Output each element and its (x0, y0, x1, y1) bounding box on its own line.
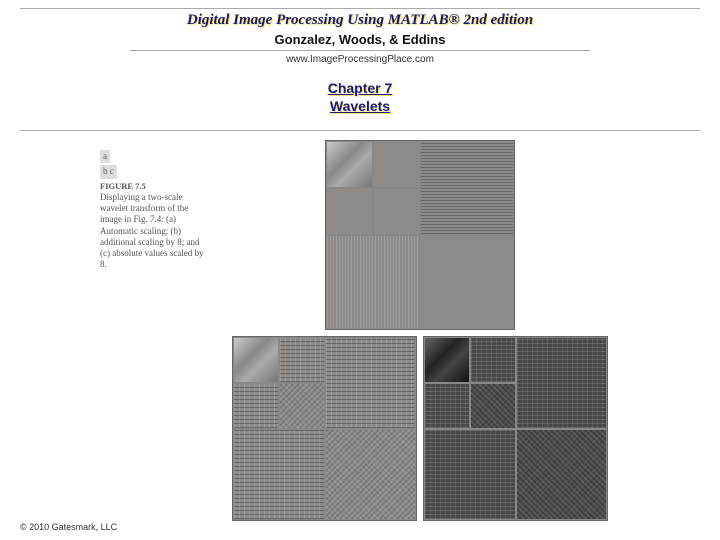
chapter-title: Wavelets (0, 98, 720, 114)
wavelet-hl2 (326, 188, 373, 235)
wavelet-lh2 (470, 337, 516, 383)
figure-number: FIGURE 7.5 (100, 181, 146, 191)
wavelet-hh2 (373, 188, 420, 235)
figure-caption: a b c FIGURE 7.5 Displaying a two-scale … (100, 150, 210, 271)
wavelet-hh2 (470, 383, 516, 429)
wavelet-hl1 (326, 235, 420, 329)
body-rule (20, 130, 700, 131)
panel-a (325, 140, 515, 330)
wavelet-hl1 (424, 429, 516, 521)
wavelet-ll2 (233, 337, 279, 383)
chapter-number: Chapter 7 (0, 80, 720, 96)
wavelet-hl1 (233, 429, 325, 521)
wavelet-hh1 (516, 429, 608, 521)
wavelet-lh1 (420, 141, 514, 235)
panel-c (423, 336, 608, 521)
wavelet-lh2 (373, 141, 420, 188)
wavelet-hl2 (233, 383, 279, 429)
header-rule (20, 8, 700, 9)
copyright-footer: © 2010 Gatesmark, LLC (20, 522, 117, 532)
authors: Gonzalez, Woods, & Eddins (0, 32, 720, 47)
figure-panels (230, 140, 610, 521)
website-url: www.ImageProcessingPlace.com (0, 54, 720, 65)
caption-body: Displaying a two-scale wavelet transform… (100, 192, 210, 271)
wavelet-hh2 (279, 383, 325, 429)
panel-b (232, 336, 417, 521)
wavelet-hl2 (424, 383, 470, 429)
subfig-label-a: a (100, 150, 110, 163)
wavelet-ll2 (424, 337, 470, 383)
wavelet-lh1 (325, 337, 417, 429)
subfig-label-bc: b c (100, 165, 117, 178)
wavelet-lh2 (279, 337, 325, 383)
wavelet-lh1 (516, 337, 608, 429)
wavelet-hh1 (325, 429, 417, 521)
wavelet-hh1 (420, 235, 514, 329)
wavelet-ll2 (326, 141, 373, 188)
authors-rule (130, 50, 590, 51)
book-title: Digital Image Processing Using MATLAB® 2… (0, 12, 720, 29)
